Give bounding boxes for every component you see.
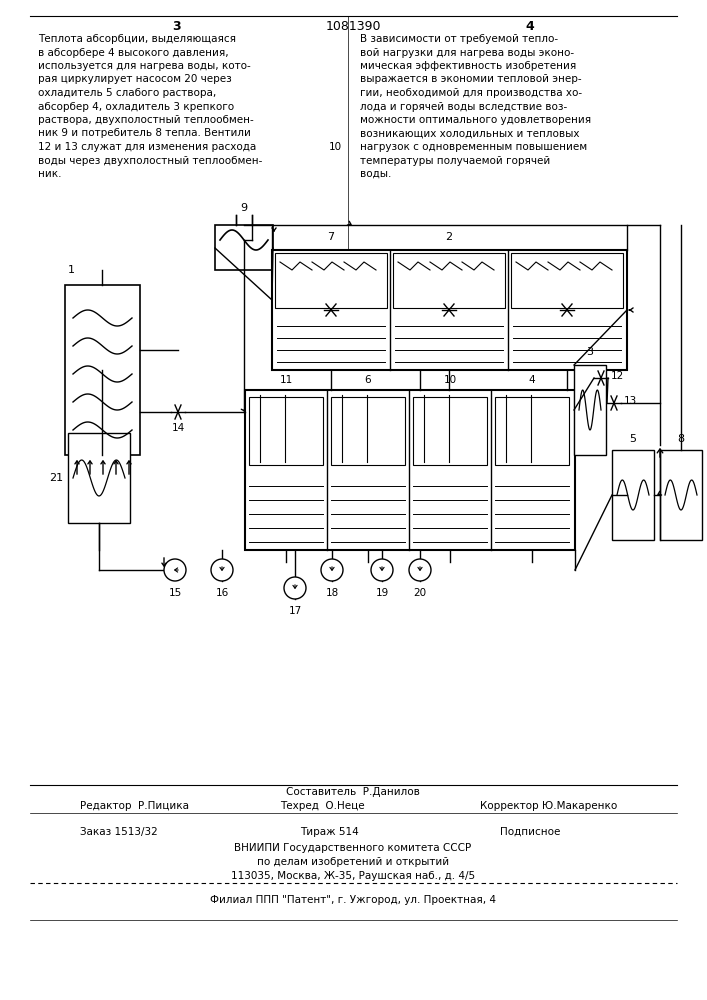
Bar [215, 225, 273, 270]
Bar [574, 365, 606, 455]
Text: 4: 4 [529, 375, 535, 385]
Text: 5: 5 [629, 434, 636, 444]
Bar [511, 253, 623, 308]
Text: лода и горячей воды вследствие воз-: лода и горячей воды вследствие воз- [360, 102, 567, 111]
Bar [245, 390, 575, 550]
Text: 16: 16 [216, 588, 228, 598]
Text: Подписное: Подписное [500, 827, 561, 837]
Text: 11: 11 [279, 375, 293, 385]
Text: рая циркулирует насосом 20 через: рая циркулирует насосом 20 через [38, 75, 232, 85]
Text: Теплота абсорбции, выделяющаяся: Теплота абсорбции, выделяющаяся [38, 34, 236, 44]
Circle shape [371, 559, 393, 581]
Text: 1: 1 [68, 265, 75, 275]
Text: возникающих холодильных и тепловых: возникающих холодильных и тепловых [360, 128, 580, 138]
Text: 113035, Москва, Ж-35, Раушская наб., д. 4/5: 113035, Москва, Ж-35, Раушская наб., д. … [231, 871, 475, 881]
Bar [65, 285, 140, 455]
Text: по делам изобретений и открытий: по делам изобретений и открытий [257, 857, 449, 867]
Text: раствора, двухполостный теплообмен-: раствора, двухполостный теплообмен- [38, 115, 254, 125]
Bar [612, 450, 654, 540]
Text: выражается в экономии тепловой энер-: выражается в экономии тепловой энер- [360, 75, 582, 85]
Text: охладитель 5 слабого раствора,: охладитель 5 слабого раствора, [38, 88, 216, 98]
Text: 3: 3 [587, 347, 593, 357]
Bar [413, 397, 487, 465]
Bar [68, 433, 130, 523]
Text: ник.: ник. [38, 169, 62, 179]
Text: 17: 17 [288, 606, 302, 616]
Text: 20: 20 [414, 588, 426, 598]
Text: 13: 13 [624, 396, 637, 406]
Circle shape [211, 559, 233, 581]
Text: Тираж 514: Тираж 514 [300, 827, 358, 837]
Text: гии, необходимой для производства хо-: гии, необходимой для производства хо- [360, 88, 582, 98]
Bar [495, 397, 569, 465]
Text: можности оптимального удовлетворения: можности оптимального удовлетворения [360, 115, 591, 125]
Text: 18: 18 [325, 588, 339, 598]
Text: 6: 6 [365, 375, 371, 385]
Circle shape [164, 559, 186, 581]
Text: Техред  О.Неце: Техред О.Неце [280, 801, 365, 811]
Text: 12 и 13 служат для изменения расхода: 12 и 13 служат для изменения расхода [38, 142, 256, 152]
Text: ник 9 и потребитель 8 тепла. Вентили: ник 9 и потребитель 8 тепла. Вентили [38, 128, 251, 138]
Text: 3: 3 [173, 20, 181, 33]
Text: Филиал ППП "Патент", г. Ужгород, ул. Проектная, 4: Филиал ППП "Патент", г. Ужгород, ул. Про… [210, 895, 496, 905]
Text: 9: 9 [240, 203, 247, 213]
Text: 15: 15 [168, 588, 182, 598]
Text: 10: 10 [443, 375, 457, 385]
Text: вой нагрузки для нагрева воды эконо-: вой нагрузки для нагрева воды эконо- [360, 47, 574, 57]
Text: Составитель  Р.Данилов: Составитель Р.Данилов [286, 787, 420, 797]
Text: мическая эффективность изобретения: мическая эффективность изобретения [360, 61, 576, 71]
Text: 12: 12 [611, 371, 624, 381]
Text: ВНИИПИ Государственного комитета СССР: ВНИИПИ Государственного комитета СССР [235, 843, 472, 853]
Text: воды.: воды. [360, 169, 392, 179]
Text: 8: 8 [677, 434, 684, 444]
Text: 1081390: 1081390 [325, 20, 381, 33]
Text: 7: 7 [327, 232, 334, 242]
Text: Корректор Ю.Макаренко: Корректор Ю.Макаренко [480, 801, 617, 811]
Text: 21: 21 [49, 473, 63, 483]
Text: 4: 4 [525, 20, 534, 33]
Text: 14: 14 [171, 423, 185, 433]
Text: воды через двухполостный теплообмен-: воды через двухполостный теплообмен- [38, 155, 262, 165]
Bar [331, 397, 405, 465]
Text: Редактор  Р.Пицика: Редактор Р.Пицика [80, 801, 189, 811]
Circle shape [321, 559, 343, 581]
Text: Заказ 1513/32: Заказ 1513/32 [80, 827, 158, 837]
Text: 10: 10 [329, 142, 342, 152]
Bar [275, 253, 387, 308]
Text: в абсорбере 4 высокого давления,: в абсорбере 4 высокого давления, [38, 47, 228, 57]
Bar [393, 253, 505, 308]
Text: 19: 19 [375, 588, 389, 598]
Circle shape [409, 559, 431, 581]
Text: температуры получаемой горячей: температуры получаемой горячей [360, 155, 550, 165]
Text: используется для нагрева воды, кото-: используется для нагрева воды, кото- [38, 61, 251, 71]
Text: нагрузок с одновременным повышением: нагрузок с одновременным повышением [360, 142, 587, 152]
Bar [249, 397, 323, 465]
Text: В зависимости от требуемой тепло-: В зависимости от требуемой тепло- [360, 34, 558, 44]
Text: 2: 2 [445, 232, 452, 242]
Circle shape [284, 577, 306, 599]
Bar [272, 250, 627, 370]
Text: абсорбер 4, охладитель 3 крепкого: абсорбер 4, охладитель 3 крепкого [38, 102, 234, 111]
Bar [660, 450, 702, 540]
